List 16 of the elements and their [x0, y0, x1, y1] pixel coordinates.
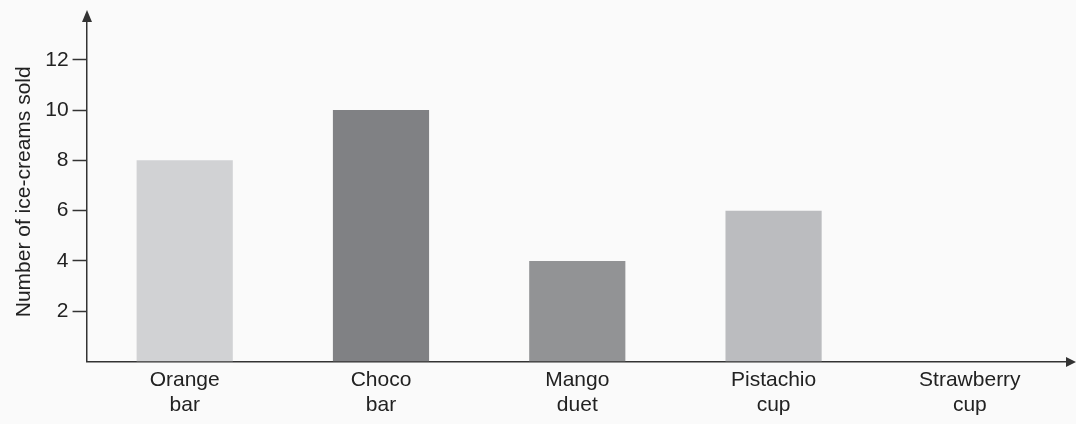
- y-axis-title: Number of ice-creams sold: [11, 66, 35, 318]
- x-tick-label: Choco bar: [350, 367, 412, 416]
- bar: [725, 210, 822, 362]
- x-tick-label: Mango duet: [545, 367, 610, 416]
- x-tick-label: Pistachio cup: [730, 367, 817, 416]
- y-tick-label: 12: [45, 46, 69, 70]
- bar: [529, 260, 626, 362]
- bar: [332, 110, 430, 362]
- y-tick-label: 8: [56, 147, 69, 171]
- x-tick-label: Strawberry cup: [919, 367, 1022, 416]
- bar: [136, 160, 233, 362]
- y-tick-label: 2: [56, 298, 69, 322]
- x-tick-label: Orange bar: [149, 367, 220, 416]
- y-tick-label: 6: [56, 197, 69, 221]
- y-tick-label: 10: [45, 96, 69, 120]
- y-tick-label: 4: [56, 247, 69, 271]
